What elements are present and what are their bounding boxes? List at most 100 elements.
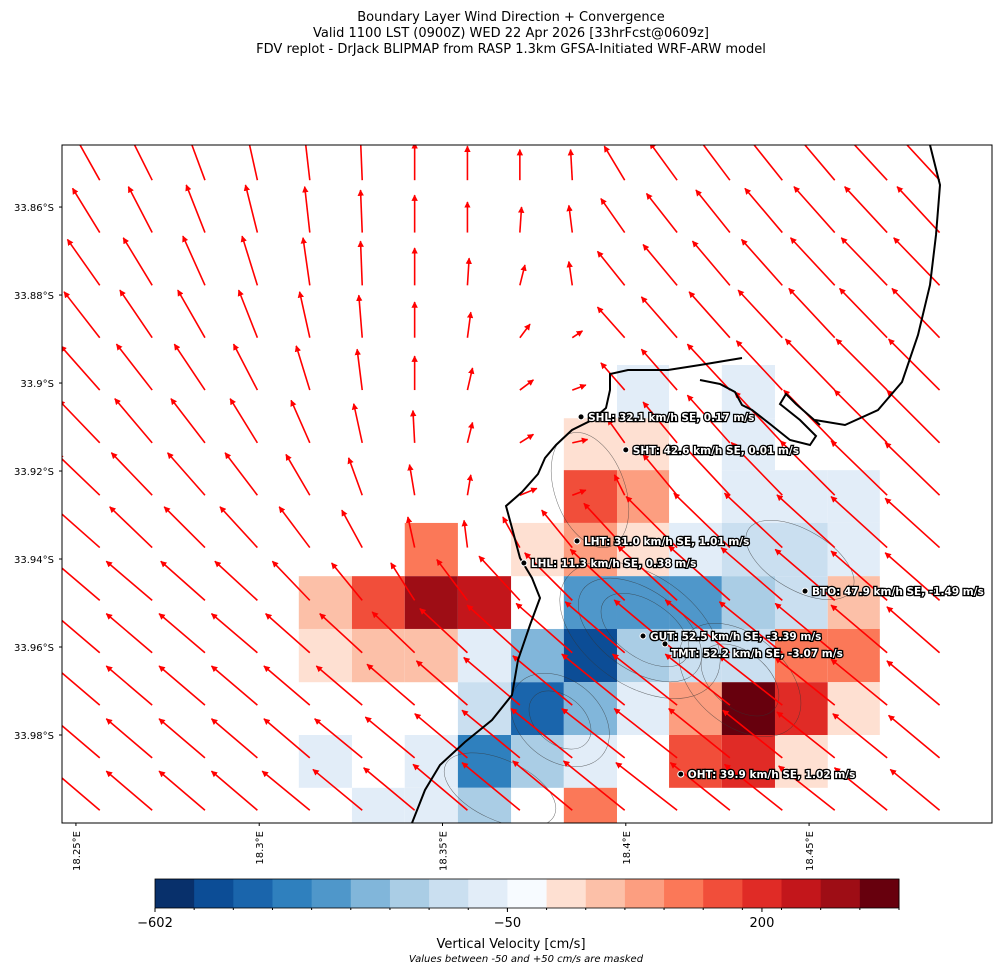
station-label: SHT: 42.6 km/h SE, 0.01 m/s [633,445,799,457]
wind-arrow [776,494,836,549]
wind-arrow [390,562,416,601]
wind-arrow [664,599,731,654]
coastline [411,145,942,823]
wind-arrow [347,457,363,496]
velocity-cell [563,787,617,823]
wind-arrow [166,452,206,496]
wind-arrow [625,496,678,549]
wind-arrow [436,559,469,601]
wind-arrow [105,770,153,811]
x-tick-label: 18.4°E [622,831,633,865]
wind-arrow [753,145,783,181]
wind-arrow [603,145,626,181]
colorbar-tick-label: −602 [137,916,173,931]
wind-arrow [354,348,364,391]
wind-arrow [341,509,363,548]
colorbar-bin [233,879,273,908]
velocity-cell [511,522,564,577]
wind-arrow [571,330,584,339]
wind-arrow [466,367,475,391]
wind-arrow [66,238,101,286]
wind-arrow [642,244,678,286]
wind-arrow [562,760,626,811]
wind-arrow [271,560,311,601]
wind-arrow [356,294,364,338]
wind-arrow [793,186,836,234]
wind-arrow [583,502,626,549]
colorbar-bin [585,879,626,908]
wind-arrow [669,762,731,811]
velocity-cell [774,735,828,788]
wind-arrow [730,441,783,496]
velocity-cell [721,628,775,683]
wind-arrow [600,198,626,234]
wind-arrow [888,338,941,391]
wind-arrow [642,453,678,496]
wind-arrow [312,768,363,811]
wind-arrow [232,343,259,391]
wind-arrow [519,323,531,339]
station-label: TMT: 52.2 km/h SE, -3.07 m/s [671,648,843,660]
velocity-cell [827,522,880,577]
wind-arrow [177,289,206,339]
colorbar-frame [154,878,900,909]
wind-arrow [248,145,259,181]
wind-arrow [784,338,836,391]
velocity-cell [563,576,617,629]
wind-arrow [718,601,783,654]
wind-arrow [673,492,731,549]
wind-arrow [119,289,153,339]
wind-arrow [210,613,258,654]
wind-arrow [524,552,573,601]
velocity-cell [616,576,670,629]
wind-arrow [889,768,941,811]
wind-arrow [240,235,259,286]
y-tick-label: 33.94°S [14,555,54,566]
wind-arrow [265,613,311,654]
wind-layer [62,145,941,811]
wind-arrow [290,399,311,444]
wind-arrow [517,206,525,233]
wind-arrow [888,714,941,759]
wind-arrow [105,665,153,706]
velocity-cell [721,418,775,471]
colorbar-bin [272,879,313,908]
wind-arrow [182,235,206,286]
wind-arrow [304,145,311,181]
wind-arrow [214,560,258,601]
wind-arrow [297,291,311,338]
velocity-cell [616,682,670,736]
x-tick-label: 18.45°E [805,831,816,871]
wind-arrow [110,452,153,496]
wind-arrow [788,287,836,339]
wind-arrow [886,606,941,654]
wind-arrow [600,362,626,391]
wind-arrow [158,718,206,759]
wind-arrow [645,192,678,234]
wind-arrow [466,474,474,496]
wind-arrow [79,145,101,181]
velocity-cell [616,418,670,471]
y-tick-label: 33.88°S [14,291,54,302]
wind-arrow [886,389,941,444]
wind-arrow [105,560,153,601]
wind-arrow [109,506,153,549]
wind-arrow [278,506,311,549]
wind-arrow [567,148,575,181]
wind-arrow [294,345,311,391]
wind-arrow [640,296,678,339]
wind-arrow [735,340,783,391]
wind-arrow [261,770,311,811]
wind-arrow [519,487,538,496]
title-line: Valid 1100 LST (0900Z) WED 22 Apr 2026 [… [313,26,709,41]
station-dot [577,413,585,421]
wind-arrow [160,560,206,601]
colorbar-bin [546,879,587,908]
wind-arrow [695,189,731,234]
wind-arrow [314,718,363,759]
wind-arrow [830,495,888,549]
colorbar-bin [624,879,665,908]
wind-arrow [906,145,941,181]
wind-arrow [718,655,783,706]
